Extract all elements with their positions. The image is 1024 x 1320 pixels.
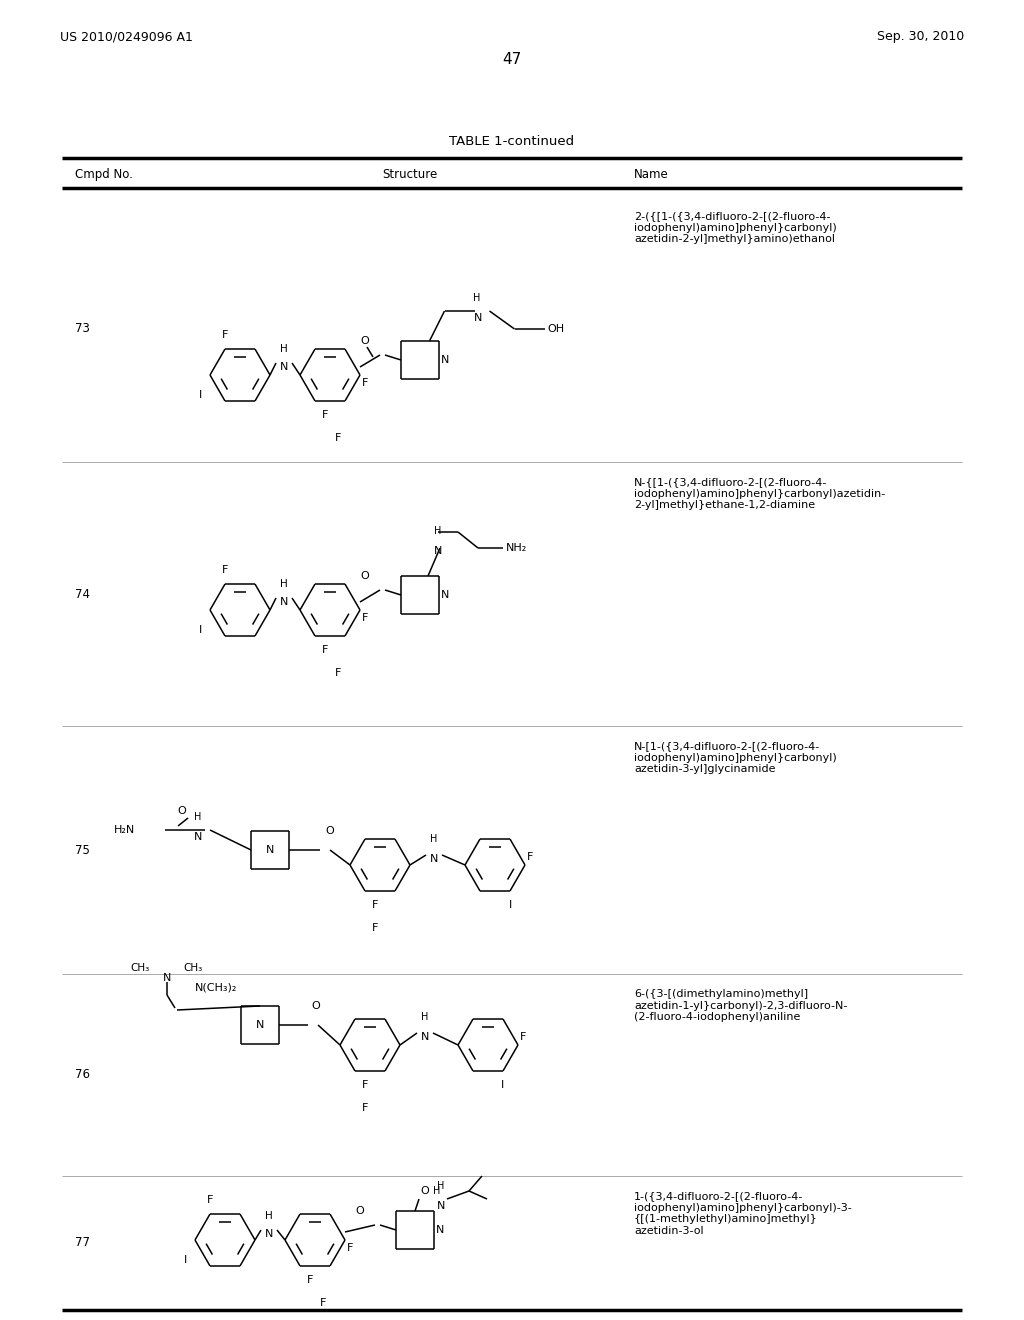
Text: F: F (319, 1298, 327, 1308)
Text: F: F (207, 1195, 213, 1205)
Text: 6-({3-[(dimethylamino)methyl]
azetidin-1-yl}carbonyl)-2,3-difluoro-N-
(2-fluoro-: 6-({3-[(dimethylamino)methyl] azetidin-1… (634, 989, 848, 1022)
Text: N-{[1-({3,4-difluoro-2-[(2-fluoro-4-
iodophenyl)amino]phenyl}carbonyl)azetidin-
: N-{[1-({3,4-difluoro-2-[(2-fluoro-4- iod… (634, 477, 886, 511)
Text: N-[1-({3,4-difluoro-2-[(2-fluoro-4-
iodophenyl)amino]phenyl}carbonyl)
azetidin-3: N-[1-({3,4-difluoro-2-[(2-fluoro-4- iodo… (634, 741, 837, 775)
Text: Structure: Structure (382, 168, 437, 181)
Text: O: O (177, 807, 186, 816)
Text: US 2010/0249096 A1: US 2010/0249096 A1 (60, 30, 193, 44)
Text: N: N (266, 845, 274, 855)
Text: OH: OH (548, 323, 564, 334)
Text: N: N (256, 1020, 264, 1030)
Text: TABLE 1-continued: TABLE 1-continued (450, 135, 574, 148)
Text: H: H (430, 834, 437, 843)
Text: O: O (421, 1185, 429, 1196)
Text: H: H (437, 1181, 444, 1191)
Text: H: H (281, 579, 288, 589)
Text: 47: 47 (503, 51, 521, 67)
Text: F: F (520, 1032, 526, 1041)
Text: F: F (361, 1104, 369, 1113)
Text: N: N (441, 355, 450, 366)
Text: H₂N: H₂N (114, 825, 135, 836)
Text: N: N (265, 1229, 273, 1239)
Text: I: I (183, 1255, 187, 1265)
Text: N: N (163, 973, 171, 983)
Text: 77: 77 (75, 1237, 90, 1250)
Text: I: I (199, 624, 202, 635)
Text: F: F (322, 411, 328, 420)
Text: NH₂: NH₂ (506, 543, 527, 553)
Text: CH₃: CH₃ (183, 964, 203, 973)
Text: N: N (441, 590, 450, 601)
Text: Cmpd No.: Cmpd No. (75, 168, 133, 181)
Text: H: H (281, 345, 288, 354)
Text: F: F (372, 900, 378, 909)
Text: F: F (362, 612, 369, 623)
Text: N: N (434, 546, 442, 556)
Text: Sep. 30, 2010: Sep. 30, 2010 (877, 30, 964, 44)
Text: N: N (194, 832, 203, 842)
Text: F: F (361, 1080, 369, 1090)
Text: F: F (322, 645, 328, 655)
Text: N(CH₃)₂: N(CH₃)₂ (195, 982, 238, 993)
Text: F: F (335, 668, 341, 678)
Text: 76: 76 (75, 1068, 90, 1081)
Text: O: O (325, 826, 334, 836)
Text: I: I (508, 900, 512, 909)
Text: F: F (307, 1275, 313, 1284)
Text: F: F (347, 1243, 353, 1253)
Text: F: F (222, 565, 228, 576)
Text: F: F (335, 433, 341, 444)
Text: N: N (473, 313, 482, 323)
Text: H: H (421, 1012, 429, 1022)
Text: H: H (434, 525, 441, 536)
Text: H: H (473, 293, 481, 304)
Text: F: F (222, 330, 228, 341)
Text: I: I (199, 389, 202, 400)
Text: H: H (194, 812, 202, 822)
Text: N: N (436, 1225, 444, 1236)
Text: CH₃: CH₃ (131, 964, 150, 973)
Text: 75: 75 (75, 843, 90, 857)
Text: 2-({[1-({3,4-difluoro-2-[(2-fluoro-4-
iodophenyl)amino]phenyl}carbonyl)
azetidin: 2-({[1-({3,4-difluoro-2-[(2-fluoro-4- io… (634, 211, 837, 244)
Text: O: O (360, 572, 370, 581)
Text: 1-({3,4-difluoro-2-[(2-fluoro-4-
iodophenyl)amino]phenyl}carbonyl)-3-
{[(1-methy: 1-({3,4-difluoro-2-[(2-fluoro-4- iodophe… (634, 1191, 852, 1236)
Text: H: H (265, 1210, 272, 1221)
Text: F: F (372, 923, 378, 933)
Text: 74: 74 (75, 587, 90, 601)
Text: Name: Name (634, 168, 669, 181)
Text: O: O (311, 1001, 319, 1011)
Text: O: O (355, 1206, 365, 1216)
Text: O: O (360, 337, 370, 346)
Text: N: N (430, 854, 438, 865)
Text: F: F (362, 378, 369, 388)
Text: I: I (502, 1080, 505, 1090)
Text: 73: 73 (75, 322, 90, 335)
Text: N: N (437, 1201, 445, 1210)
Text: N: N (280, 597, 288, 607)
Text: N: N (280, 362, 288, 372)
Text: H: H (433, 1185, 440, 1196)
Text: N: N (421, 1032, 429, 1041)
Text: F: F (527, 851, 534, 862)
